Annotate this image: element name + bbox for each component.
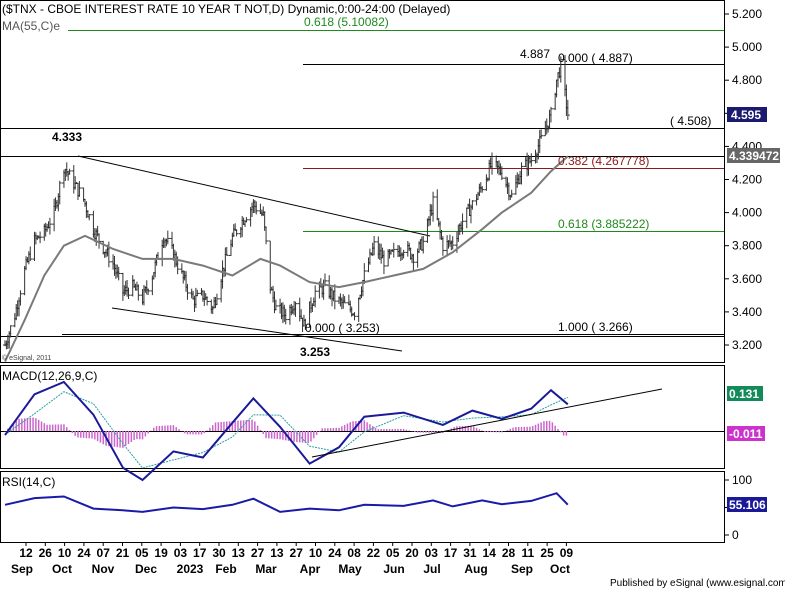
x-day-label: 03	[174, 546, 188, 560]
x-day-label: 28	[502, 546, 516, 560]
chart-title: ($TNX - CBOE INTEREST RATE 10 YEAR T NOT…	[2, 2, 450, 16]
x-day-label: 26	[39, 546, 53, 560]
x-day-label: 22	[367, 546, 381, 560]
x-day-label: 17	[193, 546, 207, 560]
x-axis-months: Sep Oct Nov Dec 2023 Feb Mar Apr May Jun Jul Aug Sep…	[11, 562, 570, 576]
fib-one-label: 1.000 ( 3.266)	[558, 320, 633, 334]
ma-label: MA(55,C)e	[2, 19, 60, 33]
x-month-label: 2023	[177, 562, 204, 576]
price-tick-label: 5.200	[732, 7, 762, 21]
level-4508-label: ( 4.508)	[670, 114, 711, 128]
candles-group	[3, 55, 570, 350]
macd-neg-value-text: -0.011	[729, 427, 763, 441]
fib-zero-low-label: 0.000 ( 3.253)	[305, 321, 380, 335]
price-y-axis: 5.2005.0004.8004.6004.4004.2004.0003.800…	[724, 7, 762, 352]
rsi-tick-label: 0	[732, 528, 739, 542]
x-day-label: 14	[483, 546, 497, 560]
x-day-label: 24	[328, 546, 342, 560]
x-month-label: Aug	[464, 562, 487, 576]
low-value-label: 3.253	[300, 345, 330, 359]
x-day-label: 25	[540, 546, 554, 560]
x-day-label: 03	[425, 546, 439, 560]
x-day-label: 19	[154, 546, 168, 560]
price-panel-frame	[0, 0, 725, 363]
macd-signal-line	[4, 391, 569, 469]
x-day-label: 09	[560, 546, 574, 560]
footer-published: Published by eSignal (www.esignal.com)	[610, 578, 785, 589]
x-day-label: 10	[309, 546, 323, 560]
x-axis-days: 12 26 10 24 07 21 05 19 03 17 30 13 27 13 27 10 24 08 22 05…	[19, 542, 573, 560]
current-ma-text: 4.339472	[729, 149, 779, 163]
x-day-label: 20	[405, 546, 419, 560]
x-month-label: Sep	[11, 562, 33, 576]
price-value-text: 4.595	[731, 108, 761, 122]
macd-panel-frame	[0, 365, 725, 469]
x-day-label: 07	[97, 546, 111, 560]
rsi-value-box	[727, 497, 767, 512]
x-month-label: Jul	[423, 562, 440, 576]
rsi-title: RSI(14,C)	[2, 475, 55, 489]
rsi-line	[4, 492, 569, 513]
price-tick-label: 4.200	[732, 173, 762, 187]
peak-4333-label: 4.333	[52, 130, 82, 144]
x-month-label: Nov	[92, 562, 115, 576]
x-day-label: 21	[116, 546, 130, 560]
x-month-label: Oct	[52, 562, 72, 576]
macd-neg-value-box	[727, 426, 765, 441]
lower-trendline	[111, 307, 403, 352]
rsi-tick-label: 100	[732, 473, 752, 487]
price-value-box	[727, 107, 767, 122]
price-tick-label: 4.800	[732, 73, 762, 87]
macd-value-box	[727, 386, 763, 401]
peak-value-label: 4.887	[520, 47, 550, 61]
upper-trendline	[77, 155, 431, 237]
price-tick-label: 3.200	[732, 338, 762, 352]
fib-618-top-label: 0.618 (5.10082)	[304, 15, 389, 29]
x-day-label: 12	[19, 546, 33, 560]
x-day-label: 27	[290, 546, 304, 560]
x-day-label: 31	[463, 546, 477, 560]
macd-line	[4, 380, 569, 482]
copyright-label: © eSignal, 2011	[2, 354, 52, 362]
price-tick-label: 5.000	[732, 40, 762, 54]
macd-value-text: 0.131	[729, 387, 759, 401]
macd-trendline	[311, 388, 663, 458]
x-day-label: 24	[77, 546, 91, 560]
x-day-label: 05	[386, 546, 400, 560]
x-day-label: 05	[135, 546, 149, 560]
x-day-label: 27	[251, 546, 265, 560]
x-day-label: 13	[270, 546, 284, 560]
macd-title: MACD(12,26,9,C)	[2, 369, 97, 383]
fib-618-label: 0.618 (3.885222)	[558, 217, 649, 231]
price-tick-label: 3.800	[732, 239, 762, 253]
x-month-label: Dec	[135, 562, 157, 576]
fib-382-label: 0.382 (4.267778)	[558, 154, 649, 168]
ma-55-line	[4, 155, 569, 363]
x-day-label: 30	[212, 546, 226, 560]
x-month-label: Apr	[300, 562, 321, 576]
x-month-label: Mar	[255, 562, 277, 576]
x-day-label: 10	[58, 546, 72, 560]
current-ma-box	[727, 148, 780, 163]
x-day-label: 11	[521, 546, 534, 560]
x-month-label: Feb	[215, 562, 236, 576]
x-month-label: Oct	[550, 562, 570, 576]
x-day-label: 08	[347, 546, 361, 560]
price-tick-label: 4.000	[732, 206, 762, 220]
price-tick-label: 3.600	[732, 272, 762, 286]
x-month-label: Jun	[383, 562, 404, 576]
fib-zero-top-label: 0.000 ( 4.887)	[558, 51, 633, 65]
rsi-value-text: 55.106	[729, 498, 766, 512]
x-month-label: Sep	[511, 562, 533, 576]
macd-histogram	[4, 417, 568, 448]
x-day-label: 17	[444, 546, 458, 560]
x-day-label: 13	[232, 546, 246, 560]
price-tick-label: 3.400	[732, 305, 762, 319]
x-month-label: May	[338, 562, 362, 576]
